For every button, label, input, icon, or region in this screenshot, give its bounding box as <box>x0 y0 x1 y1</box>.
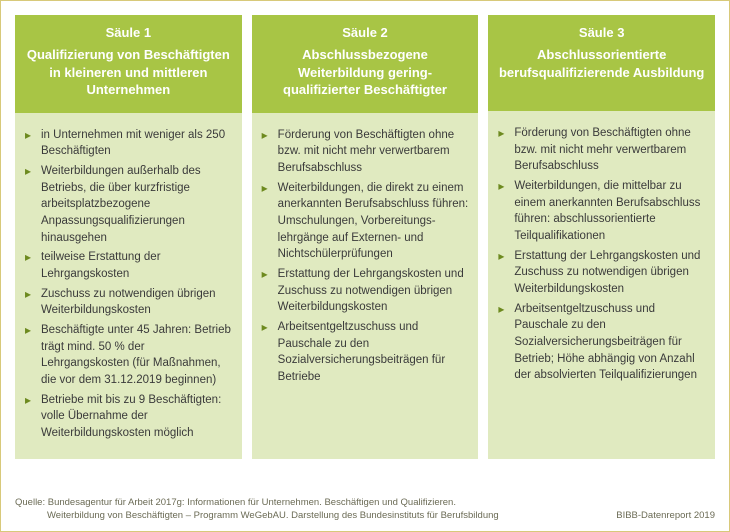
footer: Quelle: Bundesagentur für Arbeit 2017g: … <box>15 497 715 523</box>
pillar-1-title: Qualifizierung von Beschäftigten in klei… <box>23 46 234 99</box>
pillar-3: Säule 3 Abschlussorientierte berufsquali… <box>488 15 715 459</box>
list-item: Erstattung der Lehrgangskosten und Zusch… <box>262 266 469 316</box>
pillar-2-title: Abschlussbezogene Weiterbildung gering-q… <box>260 46 471 99</box>
pillar-1-body: in Unternehmen mit weniger als 250 Besch… <box>15 113 242 459</box>
pillars-container: Säule 1 Qualifizierung von Beschäftigten… <box>1 1 729 459</box>
list-item: teilweise Erstattung der Lehrgangskosten <box>25 249 232 282</box>
pillar-3-list: Förderung von Beschäftigten ohne bzw. mi… <box>498 125 705 384</box>
pillar-2-number: Säule 2 <box>260 25 471 40</box>
list-item: Weiterbildungen, die mittelbar zu einem … <box>498 178 705 245</box>
pillar-1: Säule 1 Qualifizierung von Beschäftigten… <box>15 15 242 459</box>
list-item: Weiterbildungen, die direkt zu einem ane… <box>262 180 469 263</box>
pillar-2-body: Förderung von Beschäftigten ohne bzw. mi… <box>252 113 479 459</box>
pillar-1-list: in Unternehmen mit weniger als 250 Besch… <box>25 127 232 442</box>
list-item: Arbeitsentgeltzuschuss und Pauschale zu … <box>498 301 705 384</box>
list-item: Förderung von Beschäftigten ohne bzw. mi… <box>262 127 469 177</box>
list-item: Beschäftigte unter 45 Jahren: Betrieb tr… <box>25 322 232 389</box>
pillar-3-body: Förderung von Beschäftigten ohne bzw. mi… <box>488 111 715 459</box>
list-item: Weiterbildungen außerhalb des Betriebs, … <box>25 163 232 246</box>
footer-source-line2: Weiterbildung von Beschäftigten – Progra… <box>15 510 715 523</box>
list-item: Zuschuss zu notwendigen übrigen Weiterbi… <box>25 286 232 319</box>
footer-source-line1: Quelle: Bundesagentur für Arbeit 2017g: … <box>15 497 715 510</box>
list-item: Betriebe mit bis zu 9 Beschäftigten: vol… <box>25 392 232 442</box>
pillar-1-number: Säule 1 <box>23 25 234 40</box>
pillar-3-title: Abschlussorientierte berufsqualifizieren… <box>496 46 707 81</box>
list-item: in Unternehmen mit weniger als 250 Besch… <box>25 127 232 160</box>
list-item: Arbeitsentgeltzuschuss und Pauschale zu … <box>262 319 469 386</box>
pillar-3-header: Säule 3 Abschlussorientierte berufsquali… <box>488 15 715 111</box>
pillar-3-number: Säule 3 <box>496 25 707 40</box>
pillar-1-header: Säule 1 Qualifizierung von Beschäftigten… <box>15 15 242 113</box>
list-item: Förderung von Beschäftigten ohne bzw. mi… <box>498 125 705 175</box>
list-item: Erstattung der Lehrgangskosten und Zusch… <box>498 248 705 298</box>
pillar-2-header: Säule 2 Abschlussbezogene Weiterbildung … <box>252 15 479 113</box>
pillar-2: Säule 2 Abschlussbezogene Weiterbildung … <box>252 15 479 459</box>
footer-right: BIBB-Datenreport 2019 <box>616 510 715 523</box>
pillar-2-list: Förderung von Beschäftigten ohne bzw. mi… <box>262 127 469 386</box>
